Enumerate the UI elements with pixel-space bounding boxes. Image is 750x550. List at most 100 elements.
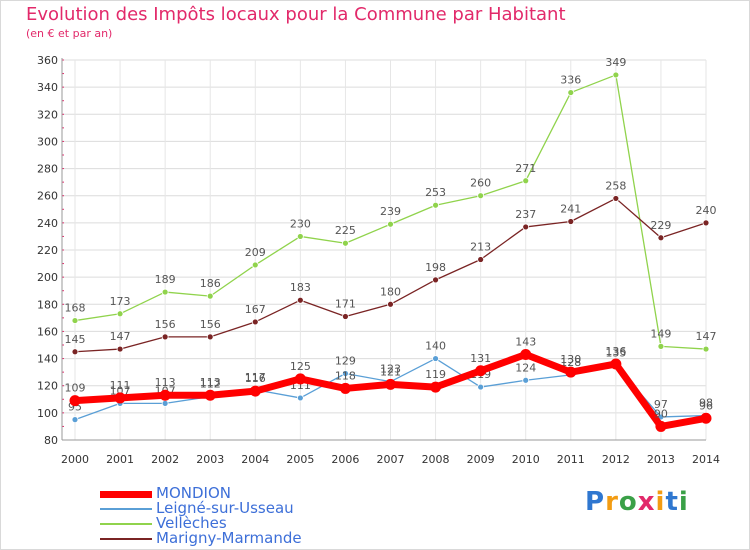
data-label: 156	[155, 318, 176, 331]
data-point	[477, 192, 485, 200]
y-tick-label: 80	[44, 434, 58, 447]
data-point	[161, 399, 169, 407]
data-label: 183	[290, 281, 311, 294]
x-tick-label: 2009	[467, 453, 495, 466]
y-tick-label: 120	[37, 380, 58, 393]
data-label: 241	[560, 203, 581, 216]
x-tick-label: 2007	[377, 453, 405, 466]
data-point	[296, 296, 304, 304]
data-point	[702, 345, 710, 353]
data-point	[432, 276, 439, 284]
data-point	[387, 300, 394, 308]
data-point	[71, 317, 79, 324]
data-point	[385, 378, 396, 390]
chart-subtitle: (en € et par an)	[26, 27, 113, 40]
data-label: 149	[650, 327, 671, 340]
data-label: 113	[200, 376, 221, 389]
data-label: 168	[65, 302, 86, 315]
x-tick-label: 2008	[422, 453, 450, 466]
data-label: 109	[65, 382, 86, 395]
data-point	[249, 385, 261, 397]
data-point	[296, 394, 304, 402]
data-point	[251, 318, 259, 326]
data-point	[657, 234, 665, 242]
logo-letter: i	[678, 487, 689, 517]
y-tick-label: 280	[37, 163, 58, 176]
data-point	[655, 420, 667, 432]
y-tick-label: 300	[37, 135, 58, 148]
data-point	[206, 292, 214, 300]
data-point	[475, 365, 487, 377]
legend-swatch	[100, 508, 152, 510]
data-label: 167	[245, 303, 266, 316]
data-label: 147	[110, 330, 131, 343]
data-label: 260	[470, 177, 491, 190]
data-label: 147	[696, 330, 717, 343]
data-label: 156	[200, 318, 221, 331]
data-point	[204, 389, 216, 401]
data-label: 116	[245, 372, 266, 385]
y-tick-label: 320	[37, 108, 58, 121]
data-label: 123	[380, 363, 401, 376]
data-point	[387, 220, 394, 228]
x-tick-label: 2005	[286, 453, 314, 466]
data-label: 128	[560, 356, 581, 369]
legend-swatch	[100, 538, 152, 540]
logo-letter: r	[605, 487, 619, 517]
data-label: 145	[65, 333, 86, 346]
data-label: 237	[515, 208, 536, 221]
data-label: 271	[515, 162, 536, 175]
x-tick-label: 2013	[647, 453, 675, 466]
x-tick-label: 2010	[512, 453, 540, 466]
y-tick-label: 100	[37, 407, 58, 420]
x-tick-label: 2003	[196, 453, 224, 466]
data-label: 186	[200, 277, 221, 290]
legend-swatch	[100, 523, 152, 525]
data-point	[520, 349, 532, 360]
logo-letter: o	[618, 487, 638, 517]
data-label: 173	[110, 295, 131, 308]
data-point	[567, 89, 575, 96]
x-tick-label: 2012	[602, 453, 630, 466]
data-point	[159, 389, 171, 401]
data-point	[430, 381, 442, 393]
data-point	[342, 370, 349, 377]
data-label: 189	[155, 273, 176, 286]
logo-letter: t	[665, 487, 679, 517]
x-tick-label: 2002	[151, 453, 179, 466]
data-label: 119	[425, 368, 446, 381]
data-label: 239	[380, 205, 401, 218]
data-point	[116, 345, 124, 353]
data-label: 98	[699, 397, 713, 410]
x-tick-label: 2000	[61, 453, 89, 466]
data-point	[522, 223, 530, 231]
legend-label: Vellèches	[156, 514, 227, 532]
data-label: 113	[155, 376, 176, 389]
data-point	[565, 366, 577, 378]
legend-label: MONDION	[156, 484, 231, 502]
data-label: 90	[654, 407, 668, 420]
data-label: 230	[290, 217, 311, 230]
y-tick-label: 180	[37, 298, 58, 311]
data-point	[432, 355, 439, 362]
data-label: 349	[605, 56, 626, 69]
x-tick-label: 2006	[331, 453, 359, 466]
y-tick-label: 360	[37, 54, 58, 67]
data-label: 97	[654, 398, 668, 411]
data-label: 229	[650, 219, 671, 232]
data-point	[161, 333, 169, 341]
data-point	[522, 376, 530, 384]
data-point	[114, 392, 126, 404]
data-point	[161, 288, 169, 296]
data-label: 180	[380, 285, 401, 298]
data-label: 253	[425, 186, 446, 199]
data-point	[294, 373, 306, 385]
data-point	[342, 313, 349, 320]
y-tick-label: 220	[37, 244, 58, 257]
data-label: 124	[515, 361, 536, 374]
data-label: 171	[335, 298, 356, 311]
data-label: 131	[470, 352, 491, 365]
data-label: 121	[380, 365, 401, 378]
